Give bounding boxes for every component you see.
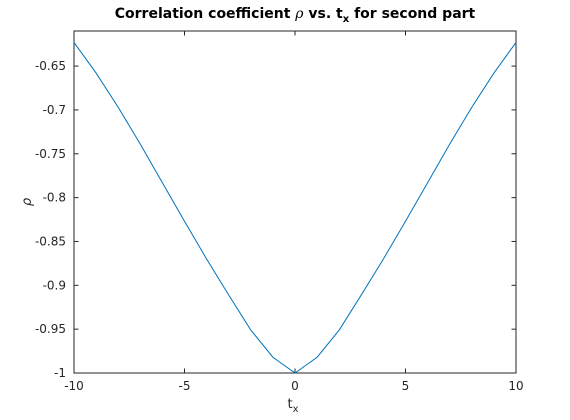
x-tick-label: 0 xyxy=(291,379,299,393)
x-axis-label-subscript: x xyxy=(293,404,299,415)
x-tick-label: -5 xyxy=(179,379,191,393)
chart-title: Correlation coefficient ρ vs. tx for sec… xyxy=(115,6,476,25)
y-tick-label: -0.9 xyxy=(43,278,66,292)
x-tick-label: -10 xyxy=(64,379,84,393)
x-tick-label: 5 xyxy=(402,379,410,393)
title-end-text: for second part xyxy=(349,6,475,22)
x-axis-label: tx xyxy=(287,397,298,415)
y-tick-label: -0.95 xyxy=(35,322,66,336)
x-tick-labels: -10 -5 0 5 10 xyxy=(64,379,523,393)
y-tick-label: -0.75 xyxy=(35,147,66,161)
y-tick-label: -1 xyxy=(54,366,66,380)
y-tick-labels: -1 -0.95 -0.9 -0.85 -0.8 -0.75 -0.7 -0.65 xyxy=(35,59,66,380)
title-mid-text: vs. t xyxy=(304,6,344,22)
y-axis-label: ρ xyxy=(20,197,35,206)
x-tick-label: 10 xyxy=(508,379,523,393)
y-tick-label: -0.7 xyxy=(43,103,66,117)
y-tick-label: -0.65 xyxy=(35,59,66,73)
y-tick-label: -0.85 xyxy=(35,234,66,248)
plot-area xyxy=(74,31,516,373)
y-tick-label: -0.8 xyxy=(43,191,66,205)
title-main-text: Correlation coefficient xyxy=(115,6,296,22)
